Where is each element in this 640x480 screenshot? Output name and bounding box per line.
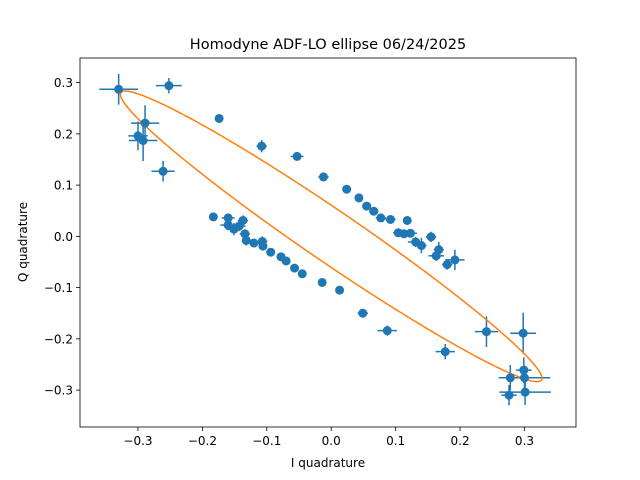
data-point-34 — [241, 235, 251, 245]
data-point-33 — [240, 229, 250, 239]
data-point-24 — [442, 260, 452, 270]
data-point-46 — [382, 326, 392, 336]
data-point-42 — [297, 269, 307, 279]
y-tick-label-2: −0.1 — [44, 281, 73, 295]
x-tick-label-4: 0.1 — [386, 434, 405, 448]
y-tick-label-5: 0.2 — [54, 127, 73, 141]
data-point-47 — [440, 347, 450, 357]
data-point-13 — [376, 213, 386, 223]
data-point-44 — [335, 285, 345, 295]
data-point-38 — [266, 247, 276, 257]
data-point-8 — [318, 172, 328, 182]
plot-area — [80, 58, 576, 427]
data-point-50 — [519, 365, 529, 375]
data-point-18 — [405, 228, 415, 238]
data-point-48 — [481, 327, 491, 337]
x-tick-label-0: −0.3 — [123, 434, 152, 448]
data-point-49 — [518, 328, 528, 338]
data-point-0 — [114, 84, 124, 94]
data-point-9 — [342, 184, 352, 194]
data-point-20 — [416, 241, 426, 251]
x-tick-label-6: 0.3 — [515, 434, 534, 448]
data-point-28 — [223, 213, 233, 223]
y-tick-label-3: 0.0 — [54, 230, 73, 244]
y-tick-label-4: 0.1 — [54, 179, 73, 193]
data-point-23 — [434, 245, 444, 255]
data-point-25 — [450, 255, 460, 265]
data-point-17 — [399, 229, 409, 239]
data-point-21 — [426, 232, 436, 242]
data-point-4 — [138, 136, 148, 146]
y-tick-label-6: 0.3 — [54, 76, 73, 90]
x-tick-label-2: −0.1 — [252, 434, 281, 448]
data-point-7 — [292, 151, 302, 161]
data-point-45 — [358, 308, 368, 318]
chart-title: Homodyne ADF-LO ellipse 06/24/2025 — [190, 37, 466, 53]
y-tick-label-1: −0.2 — [44, 332, 73, 346]
data-point-43 — [317, 277, 327, 287]
x-tick-label-1: −0.2 — [188, 434, 217, 448]
data-point-41 — [290, 263, 300, 273]
data-point-35 — [249, 238, 259, 248]
data-point-26 — [158, 166, 168, 176]
data-point-12 — [369, 206, 379, 216]
x-tick-label-5: 0.2 — [451, 434, 470, 448]
data-point-53 — [504, 390, 514, 400]
data-point-14 — [385, 214, 395, 224]
data-point-27 — [208, 212, 218, 222]
x-tick-label-3: 0.0 — [322, 434, 341, 448]
data-point-51 — [505, 373, 515, 383]
x-axis-label: I quadrature — [291, 456, 365, 470]
data-point-40 — [281, 256, 291, 266]
data-point-54 — [520, 387, 530, 397]
data-point-15 — [402, 215, 412, 225]
plot-frame — [79, 57, 577, 428]
data-point-52 — [519, 373, 529, 383]
data-point-2 — [140, 118, 150, 128]
data-point-5 — [214, 113, 224, 123]
data-point-6 — [257, 141, 267, 151]
y-axis-label: Q quadrature — [16, 202, 30, 282]
data-point-1 — [164, 81, 174, 91]
y-tick-label-0: −0.3 — [44, 384, 73, 398]
ticks-layer: −0.3 −0.2 −0.1 0.0 0.1 0.2 0.3 −0.3 −0.2 −0.1 0.0 0… — [44, 76, 534, 448]
data-point-10 — [354, 193, 364, 203]
data-point-32 — [238, 215, 248, 225]
data-points-layer — [114, 81, 530, 400]
data-point-37 — [258, 241, 268, 251]
data-point-11 — [362, 201, 372, 211]
